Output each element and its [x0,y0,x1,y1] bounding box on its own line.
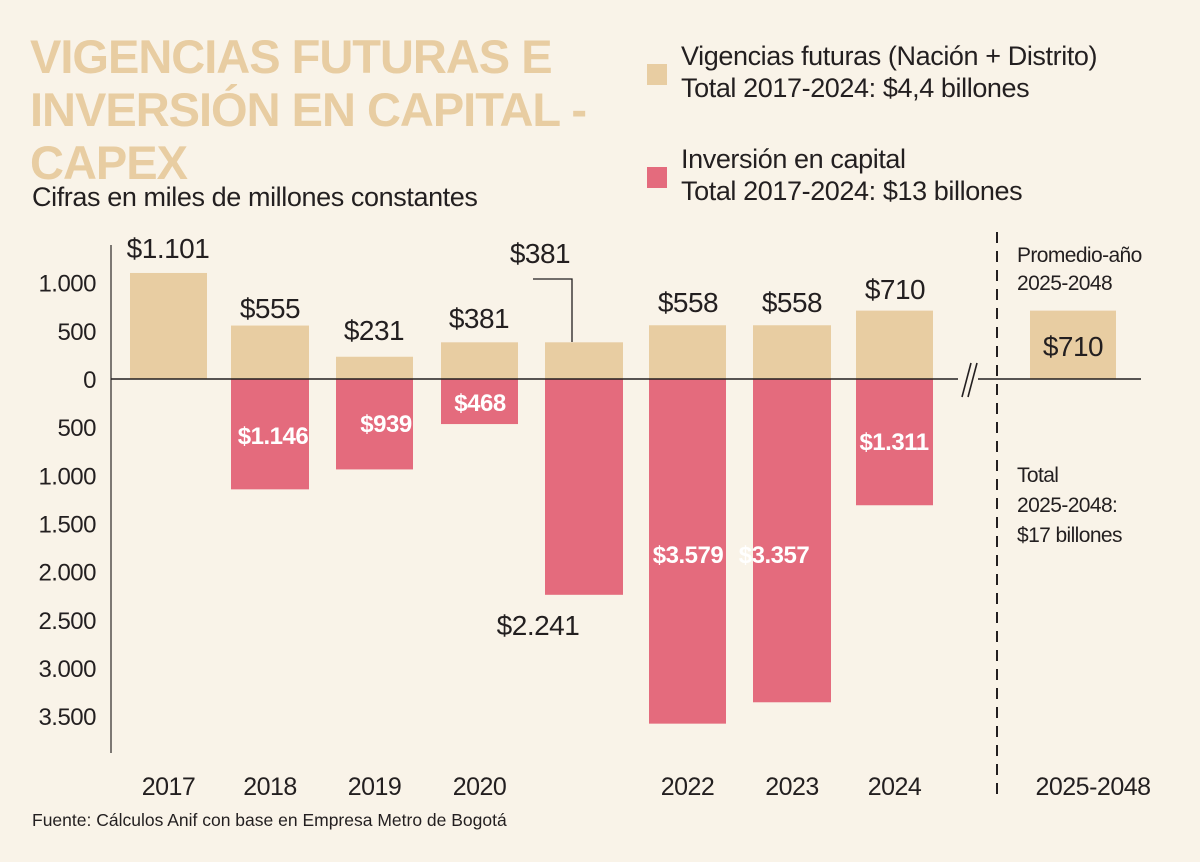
legend-label-inversion: Inversión en capital [681,144,906,174]
data-label-inversion: $468 [454,390,506,417]
y-tick-label: 1.000 [38,463,96,490]
y-tick-label: 3.000 [38,656,96,683]
y-tick-label: 1.500 [38,511,96,538]
y-tick-label: 2.500 [38,608,96,635]
x-tick-label: 2022 [661,773,715,801]
data-label-inversion: $1.311 [859,429,928,456]
bar-inversion-2023 [753,379,831,703]
bar-vigencias-2019 [336,356,413,379]
bar-vigencias-2024 [856,310,933,379]
projection-total: $17 billones [1017,524,1122,547]
projection-total: Total [1017,464,1058,487]
x-tick-label: 2019 [348,773,402,801]
data-label-vigencias: $381 [510,238,570,269]
bar-inversion-2021 [545,379,623,595]
bar-vigencias-2020 [441,342,518,379]
chart-title: VIGENCIAS FUTURAS E INVERSIÓN EN CAPITAL… [30,30,587,189]
bar-inversion-2024 [856,379,933,506]
data-label-vigencias: $231 [344,315,404,346]
data-label-inversion: $2.241 [497,610,580,641]
projection-header: Promedio-año [1017,244,1142,267]
bar-vigencias-2023 [753,325,831,379]
legend-swatch-inversion [647,167,667,188]
y-tick-label: 1.000 [38,271,96,298]
leader-line [533,278,573,342]
legend-item-vigencias: Vigencias futuras (Nación + Distrito) To… [647,40,1098,104]
bar-inversion-2022 [649,379,726,724]
axis-break-gap [958,366,978,392]
y-tick-label: 3.500 [38,704,96,731]
data-label-vigencias: $558 [762,287,822,318]
projection-header: 2025-2048 [1017,272,1112,295]
bar-vigencias-2025-2048 [1030,310,1116,379]
bar-vigencias-2017 [130,272,207,379]
x-tick-label: 2020 [453,773,507,801]
x-tick-label: 2017 [142,773,196,801]
bar-vigencias-2018 [231,325,309,379]
data-label-inversion: $939 [360,411,412,438]
source-note: Fuente: Cálculos Anif con base en Empres… [32,810,507,830]
bar-inversion-2019 [336,379,413,470]
axis-break-mark [961,362,972,398]
data-label-vigencias: $710 [1043,331,1103,362]
axis-break-mark [967,362,978,398]
legend-swatch-vigencias [647,64,667,85]
data-label-vigencias: $558 [658,287,718,318]
data-label-vigencias: $1.101 [127,233,210,264]
bar-vigencias-2021 [545,342,623,379]
bar-inversion-2018 [231,379,309,490]
data-label-vigencias: $381 [449,303,509,334]
y-tick-label: 0 [83,367,96,394]
x-tick-label: 2018 [243,773,297,801]
data-label-inversion: $1.146 [238,423,309,450]
x-tick-label: 2025-2048 [1035,773,1150,801]
bar-vigencias-2022 [649,325,726,379]
legend-label-vigencias: Vigencias futuras (Nación + Distrito) [681,41,1098,71]
y-tick-label: 500 [57,319,96,346]
legend-subtitle-vigencias: Total 2017-2024: $4,4 billones [681,73,1030,103]
data-label-inversion: $3.357 [739,542,810,569]
data-label-inversion: $3.579 [653,542,724,569]
projection-total: 2025-2048: [1017,494,1117,517]
y-tick-label: 500 [57,415,96,442]
data-label-vigencias: $555 [240,293,300,324]
data-label-vigencias: $710 [865,274,925,305]
y-tick-label: 2.000 [38,560,96,587]
legend-subtitle-inversion: Total 2017-2024: $13 billones [681,176,1023,206]
x-tick-label: 2024 [868,773,922,801]
chart-subtitle: Cifras en miles de millones constantes [32,182,478,212]
bar-inversion-2020 [441,379,518,425]
legend-item-inversion: Inversión en capital Total 2017-2024: $1… [647,143,1023,207]
x-tick-label: 2023 [765,773,819,801]
